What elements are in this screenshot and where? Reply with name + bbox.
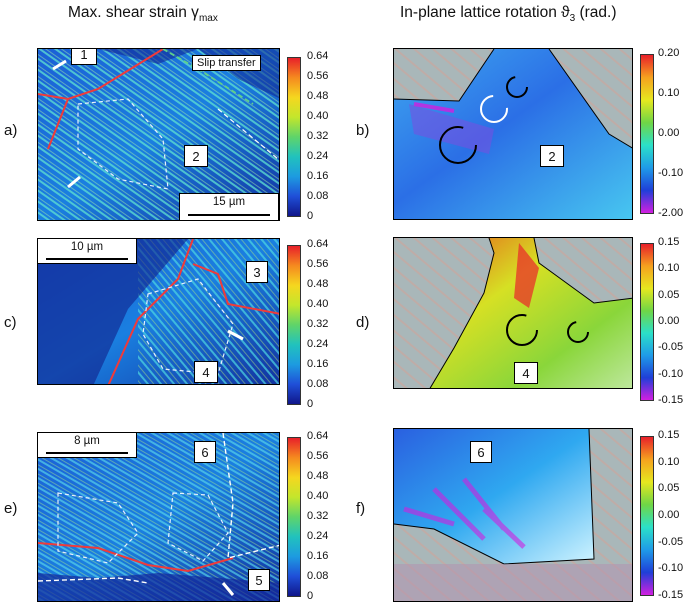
rot-d-tick-2: 0.05	[658, 288, 680, 301]
shear-colorbar-c	[287, 245, 301, 405]
shear-a-tick-8: 0	[307, 210, 314, 222]
left-column-header: Max. shear strain γmax	[68, 4, 218, 24]
scale-bar-a-line	[188, 214, 270, 216]
rot-f-tick-4: -0.05	[658, 535, 684, 548]
grain-callout-6: 6	[194, 441, 216, 463]
rot-d-tick-0: 0.15	[658, 236, 680, 248]
right-header-sub: 3	[569, 13, 576, 25]
right-header-text: In-plane lattice rotation ϑ	[400, 4, 570, 21]
shear-e-tick-5: 0.24	[307, 530, 329, 542]
grain-callout-4: 4	[194, 361, 218, 383]
shear-a-tick-4: 0.32	[307, 130, 329, 142]
shear-a-tick-3: 0.40	[307, 110, 329, 122]
rot-f-tick-5: -0.10	[658, 562, 684, 575]
scale-bar-c-label: 10 µm	[70, 241, 104, 253]
grain-callout-f6: 6	[470, 441, 492, 463]
shear-e-tick-0: 0.64	[307, 430, 329, 442]
shear-e-tick-2: 0.48	[307, 470, 329, 482]
rot-b-tick-1: 0.10	[658, 87, 680, 99]
grain-callout-1: 1	[71, 49, 97, 65]
shear-colorbar-e	[287, 437, 301, 597]
shear-c-tick-2: 0.48	[307, 278, 329, 290]
shear-a-tick-5: 0.24	[307, 150, 329, 162]
shear-a-tick-7: 0.08	[307, 190, 329, 202]
right-header-unit: (rad.)	[575, 4, 617, 21]
shear-c-tick-1: 0.56	[307, 258, 329, 270]
right-column-header: In-plane lattice rotation ϑ3 (rad.)	[400, 4, 617, 24]
scale-bar-e-line	[46, 452, 128, 454]
shear-c-tick-7: 0.08	[307, 378, 329, 390]
rotation-map-d-graphic	[394, 238, 632, 388]
shear-c-tick-4: 0.32	[307, 318, 329, 330]
rot-f-tick-0: 0.15	[658, 429, 680, 441]
rot-f-tick-3: 0.00	[658, 509, 680, 521]
shear-c-tick-0: 0.64	[307, 238, 329, 250]
scale-bar-e: 8 µm	[38, 433, 137, 458]
shear-e-tick-1: 0.56	[307, 450, 329, 462]
shear-c-tick-3: 0.40	[307, 298, 329, 310]
shear-c-tick-6: 0.16	[307, 358, 329, 370]
grain-callout-2: 2	[184, 145, 208, 167]
rot-d-tick-4: -0.05	[658, 341, 684, 354]
shear-e-tick-4: 0.32	[307, 510, 329, 522]
rot-b-tick-2: 0.00	[658, 127, 680, 139]
rotation-colorbar-b	[640, 54, 654, 214]
rot-d-tick-1: 0.10	[658, 262, 680, 275]
shear-c-tick-8: 0	[307, 398, 314, 410]
rot-d-tick-5: -0.10	[658, 367, 684, 380]
panel-label-a: a)	[4, 122, 18, 139]
panel-label-b: b)	[356, 122, 370, 139]
shear-e-tick-7: 0.08	[307, 570, 329, 582]
scale-bar-a-label: 15 µm	[212, 196, 246, 208]
rotation-map-d: 4	[393, 237, 633, 389]
rotation-colorbar-d	[640, 243, 654, 401]
rotation-colorbar-f	[640, 436, 654, 596]
shear-a-tick-0: 0.64	[307, 50, 329, 62]
grain-callout-b2: 2	[540, 145, 564, 167]
rotation-map-b-graphic	[394, 49, 632, 219]
left-header-text: Max. shear strain γ	[68, 4, 199, 21]
rotation-map-b: 2	[393, 48, 633, 220]
rot-b-tick-4: -2.00	[658, 207, 684, 219]
rot-d-tick-3: 0.00	[658, 315, 680, 327]
rotation-map-f-graphic	[394, 429, 632, 601]
rot-f-tick-6: -0.15	[658, 589, 684, 601]
rotation-map-f: 6	[393, 428, 633, 602]
shear-strain-map-e: 6 5 8 µm	[37, 432, 280, 602]
shear-colorbar-a	[287, 57, 301, 217]
left-header-sub: max	[198, 13, 218, 25]
rot-b-tick-0: 0.20	[658, 47, 680, 59]
scale-bar-c-line	[46, 258, 128, 260]
shear-a-tick-2: 0.48	[307, 90, 329, 102]
grain-callout-5: 5	[248, 569, 270, 591]
scale-bar-e-label: 8 µm	[74, 435, 100, 447]
shear-e-tick-8: 0	[307, 590, 314, 602]
shear-e-tick-6: 0.16	[307, 550, 329, 562]
panel-label-f: f)	[356, 500, 366, 517]
slip-transfer-label: Slip transfer	[192, 55, 261, 71]
shear-e-tick-3: 0.40	[307, 490, 329, 502]
shear-strain-map-a: 1 2 Slip transfer 15 µm	[37, 48, 280, 221]
shear-map-a-graphic	[38, 49, 279, 220]
panel-label-d: d)	[356, 314, 370, 331]
scale-bar-c: 10 µm	[38, 239, 137, 264]
rot-b-tick-3: -0.10	[658, 167, 684, 179]
shear-c-tick-5: 0.24	[307, 338, 329, 350]
shear-a-tick-6: 0.16	[307, 170, 329, 182]
panel-label-e: e)	[4, 500, 18, 517]
shear-strain-map-c: 3 4 10 µm	[37, 238, 280, 385]
grain-callout-d4: 4	[514, 362, 538, 384]
rot-f-tick-2: 0.05	[658, 482, 680, 495]
scale-bar-a: 15 µm	[179, 193, 279, 220]
rot-d-tick-6: -0.15	[658, 394, 684, 406]
grain-callout-3: 3	[246, 261, 268, 283]
panel-label-c: c)	[4, 314, 17, 331]
rot-f-tick-1: 0.10	[658, 455, 680, 468]
shear-a-tick-1: 0.56	[307, 70, 329, 82]
shear-map-e-graphic	[38, 433, 279, 601]
